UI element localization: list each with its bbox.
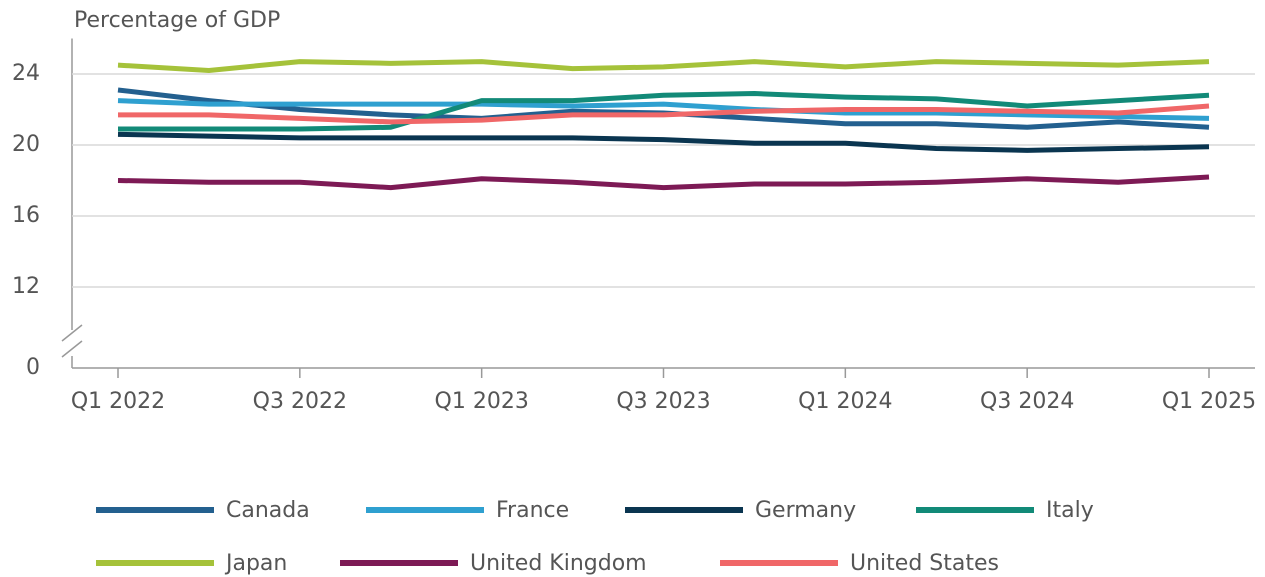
x-tick-label: Q3 2023 (616, 389, 710, 414)
y-tick-label: 0 (26, 355, 40, 380)
y-tick-label: 20 (12, 132, 40, 157)
legend-label: Japan (224, 551, 287, 576)
legend-label: Italy (1046, 498, 1094, 523)
x-tick-label: Q1 2025 (1162, 389, 1256, 414)
legend-label: France (496, 498, 569, 523)
legend-label: Canada (226, 498, 310, 523)
series-line (117, 98, 1210, 121)
series-line (117, 174, 1210, 191)
y-tick-label: 24 (12, 61, 40, 86)
x-tick-label: Q3 2022 (253, 389, 347, 414)
series-line (118, 103, 1210, 125)
x-tick-label: Q1 2022 (71, 389, 165, 414)
x-tick-label: Q1 2024 (798, 389, 892, 414)
legend-label: Germany (755, 498, 856, 523)
series-line (117, 131, 1210, 153)
x-tick-label: Q1 2023 (435, 389, 529, 414)
legend-label: United Kingdom (470, 551, 647, 576)
x-tick-label: Q3 2024 (980, 389, 1074, 414)
series-line (118, 91, 1210, 132)
y-axis-label: Percentage of GDP (74, 8, 280, 33)
y-tick-label: 16 (12, 203, 40, 228)
y-tick-label: 12 (12, 274, 40, 299)
legend-label: United States (850, 551, 999, 576)
series-line (117, 59, 1210, 73)
axis-break (61, 324, 83, 358)
